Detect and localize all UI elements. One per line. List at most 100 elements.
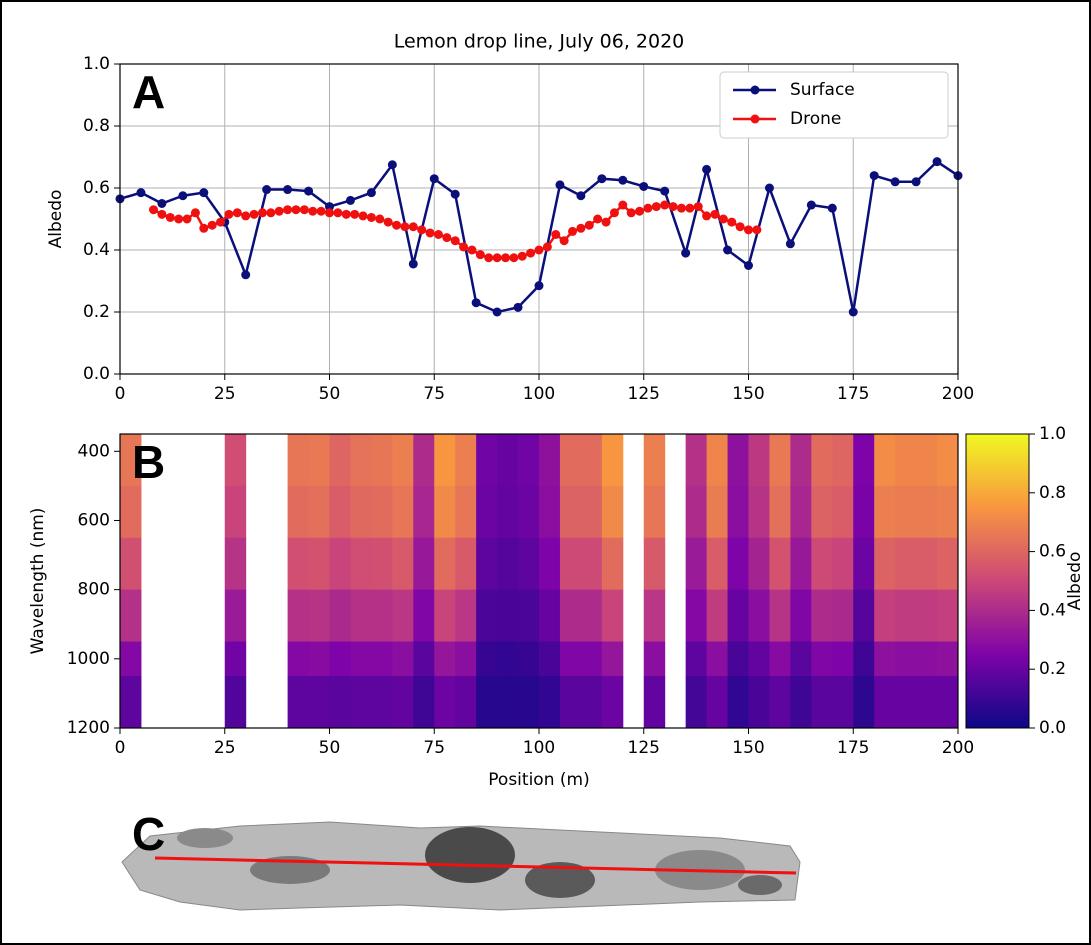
point [207,220,217,230]
heat-cell [476,676,498,729]
point [869,171,879,181]
point [199,223,209,233]
point [304,186,314,196]
point [475,250,485,260]
heat-cell [371,537,393,591]
heat-cell [748,485,770,539]
heat-cell [853,537,875,591]
heat-cell [329,537,351,591]
heat-cell [392,485,414,539]
heat-cell [371,434,393,487]
heat-cell [287,676,310,729]
heat-cell [895,434,917,487]
x-tick-label: 50 [319,738,341,758]
heat-cell [120,641,142,677]
heat-cell [601,434,624,487]
point [350,209,360,219]
legend-label: Drone [790,109,841,129]
point [325,208,334,218]
heat-cell [874,537,896,591]
point [291,205,301,215]
heat-cell [790,485,812,539]
heat-cell [308,641,330,677]
heat-cell [497,537,519,591]
point [723,245,733,255]
heat-cell [329,485,351,539]
point [827,203,837,213]
x-tick-label: 175 [837,738,869,758]
heat-cell [811,434,833,487]
point [459,242,469,252]
heat-cell [748,641,770,677]
point [639,181,649,191]
heat-cell [413,434,435,487]
point [366,188,376,198]
heat-cell [853,485,875,539]
point [442,233,452,243]
point [274,206,284,216]
x-tick-label: 125 [628,738,660,758]
point [735,222,745,232]
heat-cell [832,485,854,539]
heat-cell [601,537,624,591]
point [325,202,334,212]
point [593,214,603,224]
heat-cell [497,641,519,677]
point [718,214,728,224]
point [744,225,753,235]
point [316,206,326,216]
x-tick-label: 150 [732,384,764,404]
heat-cell [580,537,603,591]
point [635,206,645,216]
photo [121,821,801,911]
heat-cell [643,676,666,729]
heat-cell [853,641,875,677]
heat-cell [329,676,351,729]
colorbar [965,433,1030,729]
point [149,205,159,215]
heat-cell [287,434,310,487]
point [911,177,921,187]
point [333,208,343,218]
heat-cell [790,676,812,729]
chart-title: Lemon drop line, July 06, 2020 [394,31,685,53]
x-tick-label: 25 [214,384,236,404]
x-tick-label: 0 [115,738,126,758]
colorbar-label: Albedo [1065,552,1085,611]
heat-cell [706,641,729,677]
heat-cell [748,589,770,643]
point [345,195,355,205]
legend-marker [750,114,760,124]
heat-cell [811,537,833,591]
legend-box [719,71,949,139]
heat-cell [937,676,959,729]
heat-cell [727,641,749,677]
heat-cell [559,485,582,539]
legend-marker [750,85,760,95]
point [257,208,267,218]
heat-cell [539,676,561,729]
heat-cell [769,641,791,677]
heat-cell [580,589,603,643]
heat-cell [476,589,498,643]
heat-cell [434,589,456,643]
point [576,223,586,233]
heat-cell [413,641,435,677]
heat-cell [350,676,372,729]
heat-cell [518,537,540,591]
point [216,217,226,227]
heat-cell [643,589,666,643]
point [727,217,737,227]
point [433,230,443,239]
x-tick-label: 100 [523,384,555,404]
heat-cell [371,589,393,643]
heat-cell [392,589,414,643]
point [744,261,753,270]
point [681,248,691,258]
point [358,211,368,221]
point [157,199,167,208]
heat-cell [455,641,477,677]
point [249,209,259,219]
photo-patch [425,827,515,883]
